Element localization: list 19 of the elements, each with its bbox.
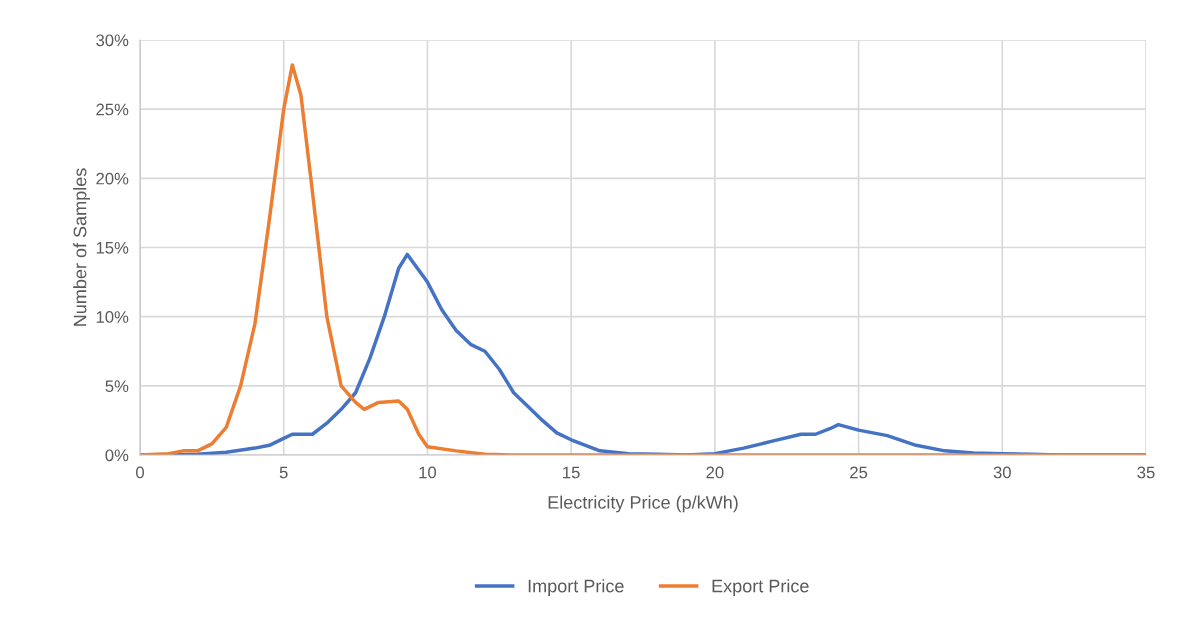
x-tick-label: 35 — [1137, 466, 1155, 479]
y-tick-label: 30% — [96, 34, 129, 47]
legend-label: Export Price — [712, 579, 809, 596]
x-tick-label: 0 — [136, 466, 144, 479]
x-tick-label: 5 — [279, 466, 288, 479]
x-tick-label: 25 — [850, 466, 868, 479]
x-tick-label: 30 — [993, 466, 1011, 479]
x-tick-label: 10 — [419, 466, 437, 479]
x-tick-label: 20 — [706, 466, 724, 479]
y-tick-label: 10% — [96, 311, 129, 323]
y-axis-title: Number of Samples — [73, 168, 90, 326]
x-tick-label: 15 — [563, 466, 580, 479]
x-axis-title: Electricity Price (p/kWh) — [548, 495, 738, 513]
y-tick-label: 0% — [105, 449, 129, 462]
y-tick-label: 25% — [96, 103, 129, 116]
y-tick-label: 15% — [96, 241, 129, 254]
y-tick-label: 5% — [105, 380, 129, 393]
legend-label: Import Price — [528, 579, 624, 596]
y-tick-label: 20% — [96, 172, 129, 185]
